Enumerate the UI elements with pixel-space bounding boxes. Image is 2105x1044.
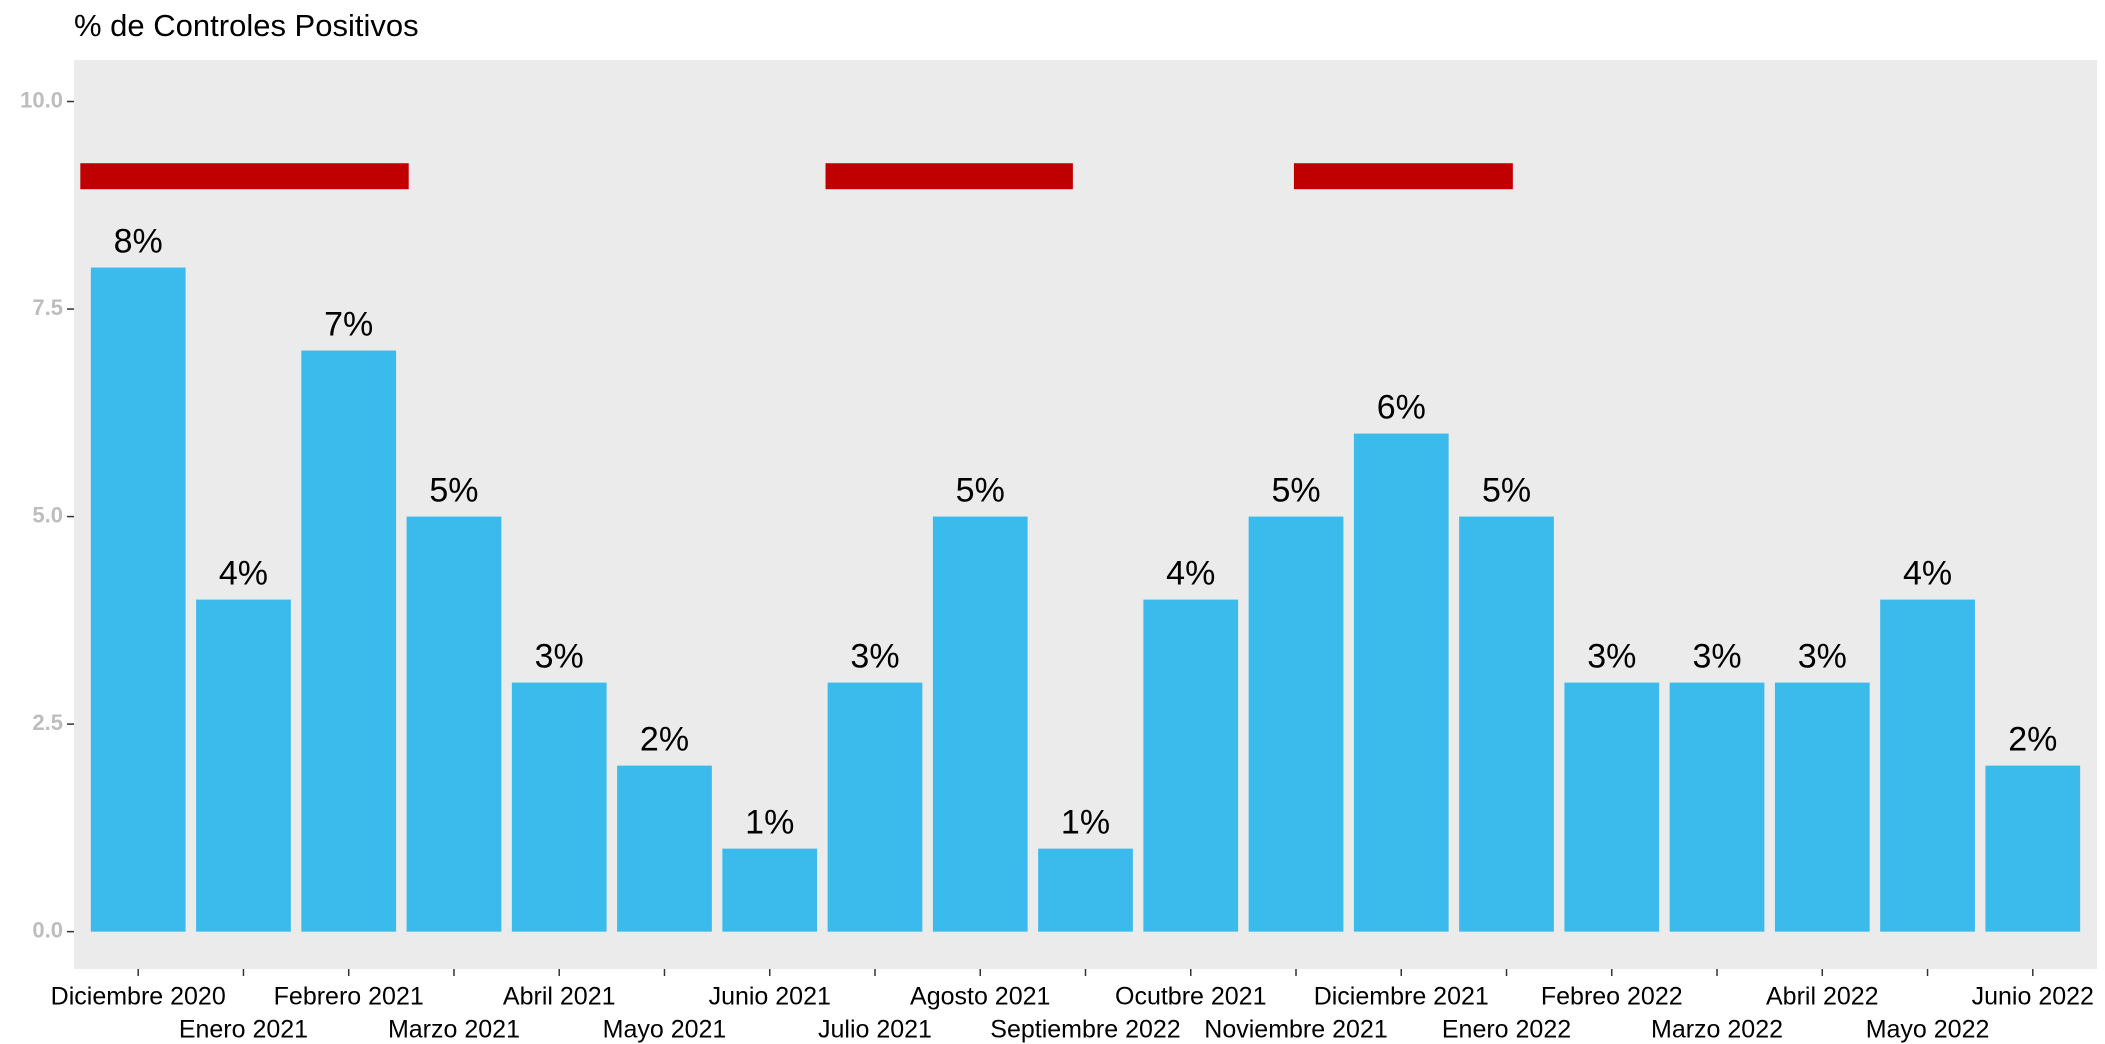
value-label: 3% (535, 638, 584, 676)
x-tick-label: Ocutbre 2021 (1115, 983, 1267, 1011)
x-tick-label: Enero 2022 (1442, 1016, 1571, 1044)
value-label: 3% (1798, 638, 1847, 676)
x-tick-label: Marzo 2021 (388, 1016, 520, 1044)
x-tick-label: Septiembre 2022 (990, 1016, 1180, 1044)
highlight-bar (825, 163, 1073, 190)
x-tick-label: Febrero 2021 (274, 983, 424, 1011)
x-tick-label: Enero 2021 (179, 1016, 308, 1044)
x-tick-label: Diciembre 2021 (1314, 983, 1489, 1011)
bar (511, 682, 607, 932)
bar (1985, 765, 2081, 932)
y-tick-label: 0.0 (32, 917, 63, 942)
y-tick-label: 5.0 (32, 502, 63, 527)
bar (722, 848, 818, 932)
value-label: 4% (219, 555, 268, 593)
bar (1038, 848, 1133, 932)
bar (1880, 599, 1975, 932)
x-tick-label: Junio 2021 (709, 983, 831, 1011)
x-tick-label: Junio 2022 (1972, 983, 2094, 1011)
bar (932, 516, 1028, 932)
value-label: 6% (1377, 389, 1426, 427)
highlight-bar (80, 163, 409, 190)
value-label: 4% (1166, 555, 1215, 593)
x-tick-label: Mayo 2021 (603, 1016, 727, 1044)
x-tick-label: Agosto 2021 (910, 983, 1050, 1011)
bar (90, 267, 186, 932)
bar (1353, 433, 1449, 932)
y-tick-label: 10.0 (20, 87, 63, 112)
value-label: 1% (1061, 804, 1110, 842)
value-label: 3% (1587, 638, 1636, 676)
y-tick-label: 7.5 (32, 295, 63, 320)
value-label: 2% (2008, 721, 2057, 759)
bar (1248, 516, 1344, 932)
value-label: 5% (429, 472, 478, 510)
value-label: 8% (114, 223, 163, 261)
value-label: 5% (1271, 472, 1320, 510)
value-label: 4% (1903, 555, 1952, 593)
y-tick-label: 2.5 (32, 710, 63, 735)
value-label: 5% (1482, 472, 1531, 510)
x-tick-label: Julio 2021 (818, 1016, 932, 1044)
x-tick-label: Febreo 2022 (1541, 983, 1683, 1011)
bar (827, 682, 923, 932)
highlight-bar (1293, 163, 1513, 190)
x-tick-label: Mayo 2022 (1866, 1016, 1990, 1044)
bar (1774, 682, 1870, 932)
value-label: 3% (1692, 638, 1741, 676)
bar (1669, 682, 1765, 932)
value-label: 2% (640, 721, 689, 759)
bar (1564, 682, 1660, 932)
x-tick-label: Marzo 2022 (1651, 1016, 1783, 1044)
bar (196, 599, 291, 932)
x-tick-label: Noviembre 2021 (1204, 1016, 1387, 1044)
x-tick-label: Abril 2021 (503, 983, 616, 1011)
x-tick-label: Diciembre 2020 (51, 983, 226, 1011)
value-label: 1% (745, 804, 794, 842)
value-label: 5% (956, 472, 1005, 510)
bar (301, 350, 397, 932)
bar (1143, 599, 1239, 932)
value-label: 7% (324, 306, 373, 344)
bar (1459, 516, 1554, 932)
x-tick-label: Abril 2022 (1766, 983, 1879, 1011)
value-label: 3% (850, 638, 899, 676)
bar (406, 516, 502, 932)
bar (617, 765, 712, 932)
chart-title: % de Controles Positivos (74, 8, 419, 43)
